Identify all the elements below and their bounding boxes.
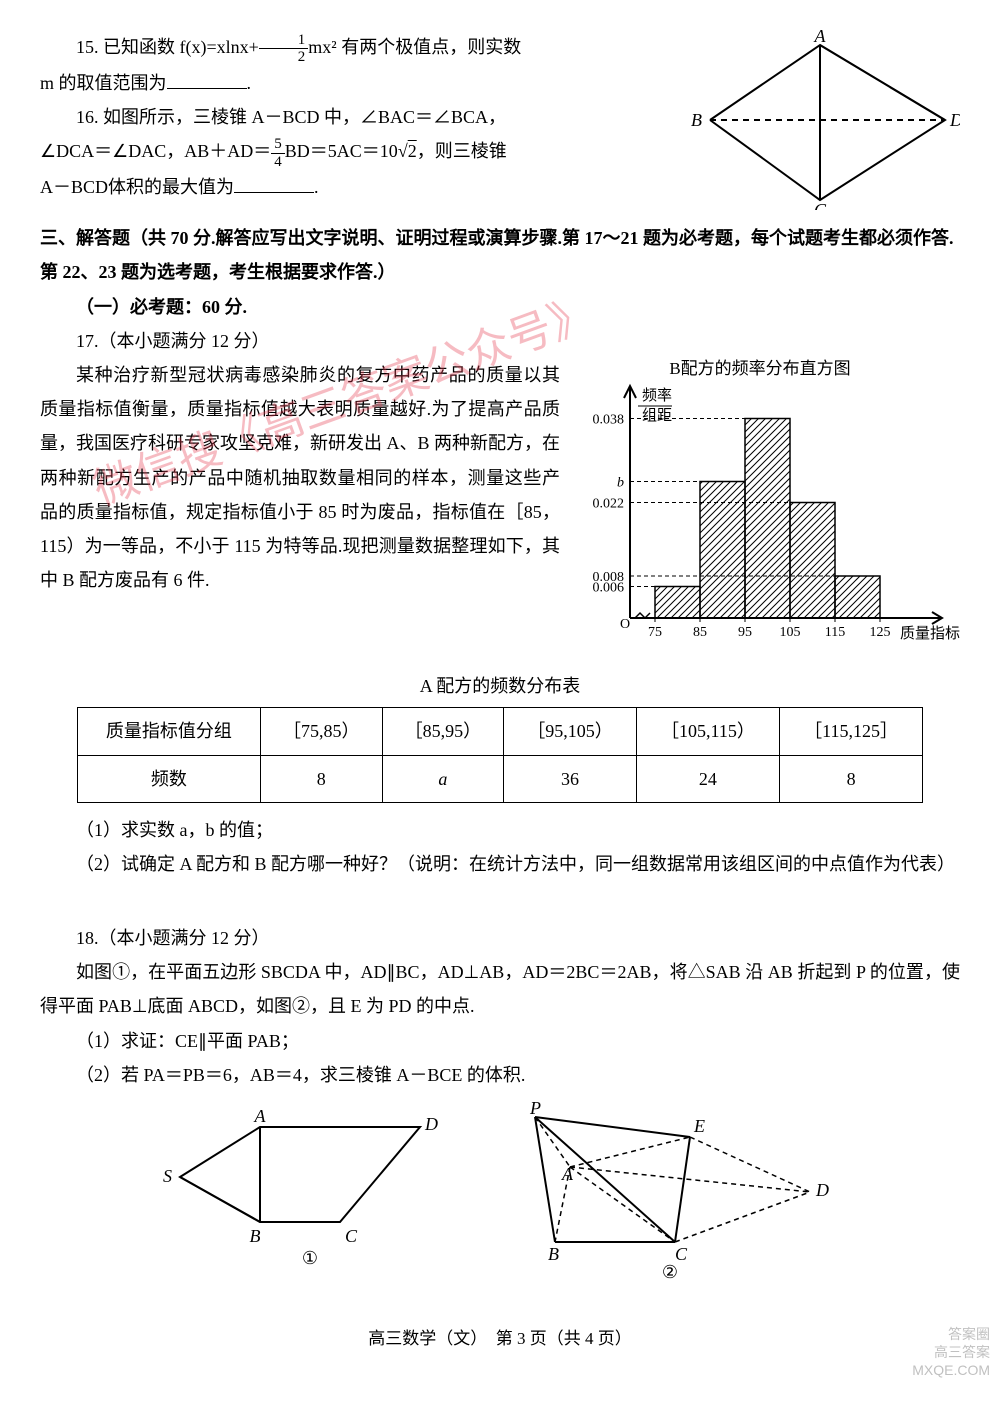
- freq-table: 质量指标值分组［75,85）［85,95）［95,105）［105,115）［1…: [77, 707, 923, 802]
- q18-sub2: （2）若 PA＝PB＝6，AB＝4，求三棱锥 A－BCE 的体积.: [40, 1058, 960, 1092]
- svg-text:频率: 频率: [642, 387, 672, 404]
- svg-text:B配方的频率分布直方图: B配方的频率分布直方图: [669, 359, 850, 378]
- svg-text:D: D: [815, 1180, 829, 1200]
- table-caption: A 配方的频数分布表: [40, 669, 960, 703]
- svg-text:0.022: 0.022: [593, 496, 625, 511]
- sec3-sub: （一）必考题：60 分.: [40, 290, 960, 324]
- svg-text:105: 105: [780, 625, 801, 640]
- svg-text:C: C: [814, 200, 827, 210]
- svg-text:组距: 组距: [642, 407, 672, 424]
- q16-line3: A－BCD体积的最大值为.: [40, 170, 690, 204]
- figure-2: P A B C D E ②: [500, 1102, 840, 1293]
- svg-text:O: O: [620, 617, 630, 632]
- svg-text:B: B: [548, 1244, 559, 1264]
- q18-body: 如图①，在平面五边形 SBCDA 中，AD∥BC，AD⊥AB，AD＝2BC＝2A…: [40, 955, 960, 1023]
- q17-sub1: （1）求实数 a，b 的值；: [40, 813, 960, 847]
- svg-text:D: D: [424, 1114, 438, 1134]
- q16-line2: ∠DCA＝∠DAC，AB＋AD＝54BD＝5AC＝10√2，则三棱锥: [40, 134, 690, 170]
- svg-text:C: C: [675, 1244, 688, 1264]
- histogram-figure: B配方的频率分布直方图 频率 组距 质量指标值 758595105115125 …: [560, 358, 960, 669]
- figure-1: S A D B C ①: [160, 1102, 460, 1283]
- watermark-br: 答案圈 高三答案 MXQE.COM: [912, 1325, 990, 1380]
- svg-text:b: b: [617, 475, 624, 490]
- q15-line1: 15. 已知函数 f(x)=xlnx+12mx² 有两个极值点，则实数: [40, 30, 690, 66]
- svg-text:115: 115: [825, 625, 845, 640]
- svg-text:S: S: [163, 1166, 172, 1186]
- sec3-head: 三、解答题（共 70 分.解答应写出文字说明、证明过程或演算步骤.第 17～21…: [40, 221, 960, 289]
- svg-text:E: E: [693, 1116, 705, 1136]
- svg-text:C: C: [345, 1226, 358, 1246]
- svg-text:85: 85: [693, 625, 707, 640]
- svg-text:①: ①: [302, 1248, 318, 1268]
- q18-sub1: （1）求证：CE∥平面 PAB；: [40, 1024, 960, 1058]
- svg-text:B: B: [691, 110, 702, 130]
- svg-text:0.038: 0.038: [593, 412, 625, 427]
- svg-text:D: D: [949, 110, 960, 130]
- q17-points: 17.（本小题满分 12 分）: [40, 324, 960, 358]
- svg-text:②: ②: [662, 1262, 678, 1282]
- svg-text:B: B: [250, 1226, 261, 1246]
- svg-text:75: 75: [648, 625, 662, 640]
- svg-text:A: A: [254, 1106, 267, 1126]
- q17-sub2: （2）试确定 A 配方和 B 配方哪一种好？（说明：在统计方法中，同一组数据常用…: [40, 847, 960, 881]
- svg-text:125: 125: [870, 625, 891, 640]
- tetrahedron-figure: A B D C: [690, 30, 960, 221]
- q15-line2: m 的取值范围为.: [40, 66, 690, 100]
- q16-line1: 16. 如图所示，三棱锥 A－BCD 中，∠BAC＝∠BCA，: [40, 100, 690, 134]
- svg-text:A: A: [814, 30, 827, 46]
- q18-points: 18.（本小题满分 12 分）: [40, 921, 960, 955]
- svg-text:A: A: [561, 1164, 574, 1184]
- svg-text:95: 95: [738, 625, 752, 640]
- svg-text:质量指标值: 质量指标值: [900, 625, 960, 642]
- svg-text:0.008: 0.008: [593, 570, 625, 585]
- q17-body: 某种治疗新型冠状病毒感染肺炎的复方中药产品的质量以其质量指标值衡量，质量指标值越…: [40, 358, 560, 597]
- svg-text:P: P: [529, 1102, 541, 1118]
- page-footer: 高三数学（文） 第 3 页（共 4 页）: [40, 1323, 960, 1355]
